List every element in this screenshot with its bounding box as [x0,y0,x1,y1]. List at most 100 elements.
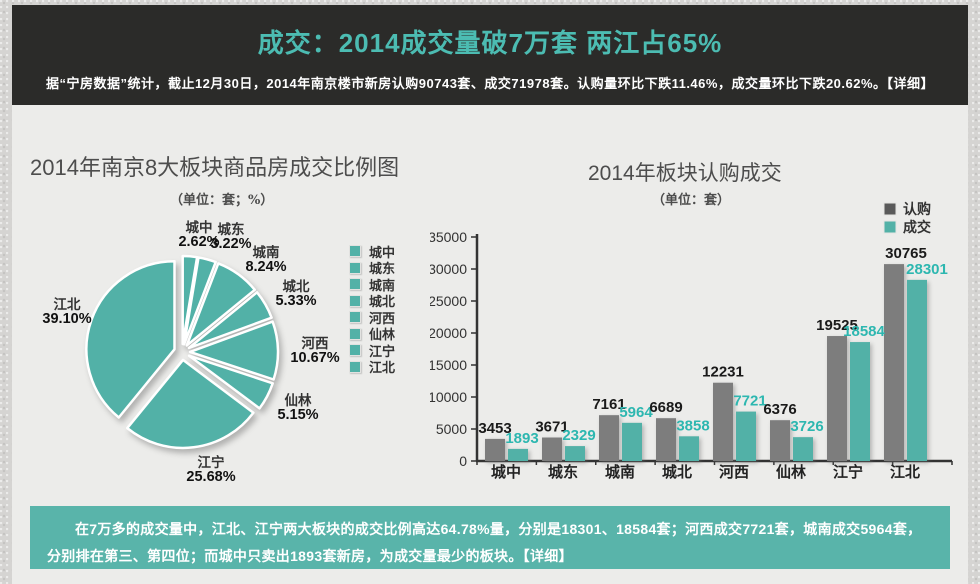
legend-swatch-icon [883,220,897,234]
bar-认购-河西 [713,382,733,461]
pie-value-河西: 10.67% [290,350,339,366]
value-label-认购-城北: 6689 [649,399,682,416]
category-label-江宁: 江宁 [833,463,863,481]
bar-认购-城东 [542,437,562,461]
pie-value-城南: 8.24% [245,259,286,275]
legend-swatch-icon [349,261,361,274]
pie-legend-item-城东: 城东 [349,260,395,277]
summary-text-body: 在7万多的成交量中，江北、江宁两大板块的成交比例高达64.78%量，分别是183… [47,521,922,564]
bar-认购-城中 [485,438,505,461]
page-subtitle: 据“宁房数据”统计，截止12月30日，2014年南京楼市新房认购90743套、成… [12,73,968,92]
bar-成交-江北 [907,279,927,461]
value-label-成交-河西: 7721 [733,393,766,410]
bar-series [485,264,927,461]
value-label-认购-城中: 3453 [478,420,511,437]
bar-认购-城南 [599,415,619,461]
legend-label: 河西 [369,311,396,327]
pie-slice-城北 [187,291,273,350]
pie-legend-item-河西: 河西 [349,309,396,327]
category-label-河西: 河西 [719,463,749,481]
pie-legend-item-江北: 江北 [349,359,395,376]
bar-成交-城北 [679,436,699,461]
legend-label: 江宁 [369,344,396,360]
pie-value-城北: 5.33% [275,293,316,309]
y-tick-label-5000: 5000 [436,421,467,437]
category-label-城东: 城东 [548,463,578,481]
bar-成交-城东 [565,446,585,461]
value-label-成交-城中: 1893 [505,430,538,447]
pie-chart-title: 2014年南京8大板块商品房成交比例图 [30,155,400,180]
pie-label-仙林: 仙林 [285,392,312,409]
pie-legend: 城中 城东 城南 城北 河西 仙林 江宁 江北 [349,243,396,376]
legend-label: 城北 [369,295,396,311]
pie-legend-item-城中: 城中 [349,243,396,261]
pie-slice-城东 [182,256,217,346]
value-label-成交-江宁: 18584 [843,323,885,340]
pie-value-城中: 2.62% [178,234,219,250]
bar-legend-label-renggou: 认购 [903,201,931,218]
bar-成交-城南 [622,422,642,461]
value-label-成交-江北: 28301 [906,261,948,278]
pie-value-江宁: 25.68% [186,469,235,485]
value-label-成交-仙林: 3726 [790,418,823,435]
legend-swatch-icon [349,360,361,373]
value-label-认购-城南: 7161 [592,396,625,413]
page-title: 成交：2014成交量破7万套 两江占65% [257,28,723,58]
legend-label: 城南 [369,278,396,294]
y-tick-label-20000: 20000 [430,325,467,341]
legend-swatch-icon [349,294,361,307]
value-label-成交-城北: 3858 [676,417,709,434]
y-tick-label-25000: 25000 [430,293,467,309]
legend-swatch-icon [349,311,361,324]
pie-legend-item-江宁: 江宁 [349,342,396,360]
category-label-江北: 江北 [890,463,920,481]
pie-slice-仙林 [187,354,274,410]
y-tick-label-10000: 10000 [430,389,467,405]
legend-label: 城中 [369,245,396,261]
legend-swatch-icon [349,245,361,258]
pie-legend-item-仙林: 仙林 [349,326,395,343]
value-label-认购-江宁: 19525 [816,317,858,334]
pie-value-江北: 39.10% [42,311,91,327]
bar-chart-title: 2014年板块认购成交 [588,162,782,185]
pie-value-城东: 3.22% [210,236,251,252]
value-label-成交-城东: 2329 [562,427,595,444]
bar-认购-城北 [656,418,676,461]
value-label-认购-江北: 30765 [885,245,927,262]
legend-label: 江北 [369,361,396,377]
value-label-认购-仙林: 6376 [763,401,796,418]
value-label-认购-城东: 3671 [535,419,568,436]
summary-banner: 在7万多的成交量中，江北、江宁两大板块的成交比例高达64.78%量，分别是183… [30,506,950,569]
header-detail-link[interactable]: 【详细】 [886,76,935,91]
value-label-认购-河西: 12231 [702,364,744,381]
bar-chart: 0500010000150002000025000300003500034531… [430,201,953,481]
bar-成交-仙林 [793,437,813,461]
pie-slice-河西 [188,320,280,381]
legend-label: 城东 [369,262,396,278]
pie-label-河西: 河西 [302,335,329,352]
pie-legend-item-城北: 城北 [349,293,395,310]
bar-chart-unit: （单位：套） [652,193,731,208]
bar-认购-江宁 [827,336,847,461]
category-label-城中: 城中 [491,463,521,481]
category-label-仙林: 仙林 [776,463,807,481]
bar-认购-江北 [884,264,904,461]
pie-label-江宁: 江宁 [198,454,225,471]
pie-slice-城中 [181,254,199,346]
y-tick-label-30000: 30000 [430,261,467,277]
legend-swatch-icon [349,327,361,340]
y-tick-label-35000: 35000 [430,229,467,245]
bar-认购-仙林 [770,420,790,461]
bar-成交-城中 [508,448,528,461]
pie-label-江北: 江北 [54,296,81,313]
header-panel: 成交：2014成交量破7万套 两江占65% 据“宁房数据”统计，截止12月30日… [12,5,968,105]
pie-slice-江北 [85,260,176,419]
category-label-城南: 城南 [605,463,635,481]
bar-成交-河西 [736,411,756,461]
legend-swatch-icon [349,344,361,357]
pie-label-城北: 城北 [283,278,310,295]
pie-slices [85,254,280,450]
banner-detail-link[interactable]: 【详细】 [522,548,573,564]
pie-slice-城南 [185,262,257,347]
